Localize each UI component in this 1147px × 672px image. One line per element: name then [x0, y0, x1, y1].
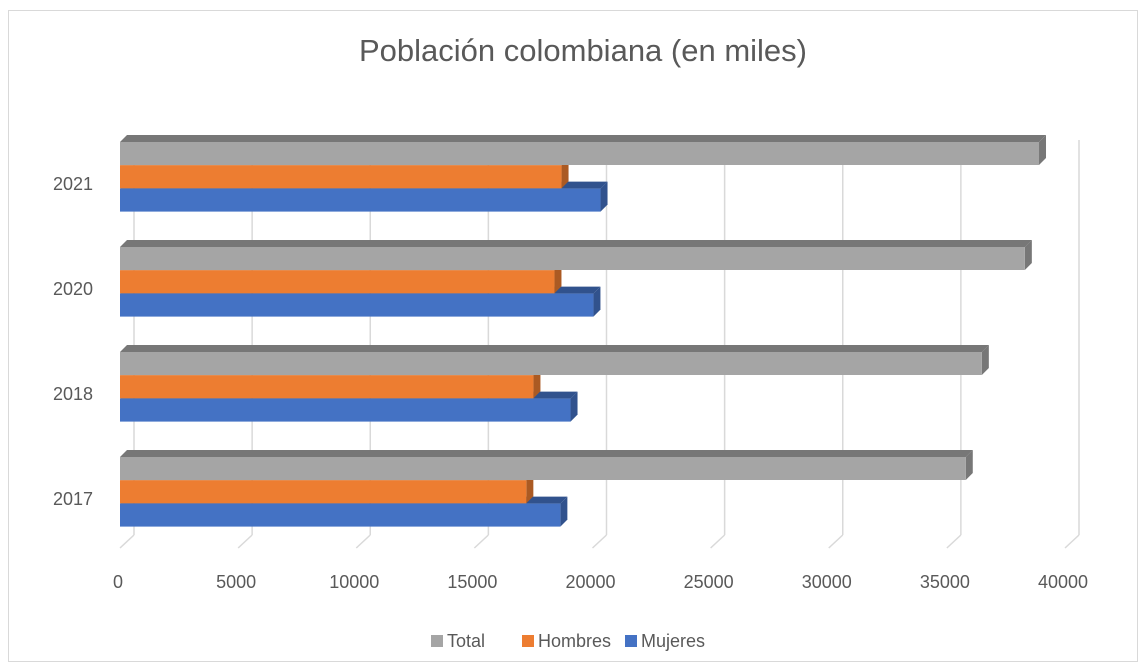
- bar: [120, 240, 1032, 270]
- bar-side: [1039, 135, 1047, 165]
- bar-front: [120, 480, 527, 504]
- bar-side: [965, 450, 973, 480]
- floor-line: [828, 534, 844, 549]
- bar-front: [120, 188, 601, 212]
- legend-label: Total: [447, 631, 485, 651]
- y-tick-label: 2020: [53, 279, 93, 299]
- y-tick-label: 2018: [53, 384, 93, 404]
- legend-label: Mujeres: [641, 631, 705, 651]
- bar-side: [526, 473, 534, 504]
- x-tick-label: 40000: [1038, 572, 1088, 592]
- bar-side: [593, 286, 601, 317]
- floor-line: [119, 534, 135, 549]
- bar-front: [120, 165, 562, 189]
- bar-front: [120, 457, 966, 480]
- bar-side: [560, 496, 568, 527]
- bar-front: [120, 352, 982, 375]
- bar-front: [120, 375, 534, 399]
- legend-label: Hombres: [538, 631, 611, 651]
- bar-front: [120, 503, 561, 527]
- x-tick-label: 20000: [565, 572, 615, 592]
- bar-side: [1024, 240, 1032, 270]
- floor-line: [355, 534, 371, 549]
- x-tick-label: 30000: [802, 572, 852, 592]
- bar: [120, 450, 973, 480]
- chart-border: [8, 10, 1138, 662]
- bar-side: [554, 263, 562, 294]
- x-tick-label: 0: [113, 572, 123, 592]
- bar-top: [120, 240, 1032, 247]
- y-tick-label: 2021: [53, 174, 93, 194]
- bar-front: [120, 270, 555, 294]
- legend-swatch: [522, 635, 534, 647]
- chart-title: Población colombiana (en miles): [359, 33, 807, 68]
- floor-line: [710, 534, 726, 549]
- bar-side: [600, 181, 608, 212]
- floor-line: [591, 534, 608, 549]
- bar-side: [981, 345, 989, 375]
- legend-swatch: [625, 635, 637, 647]
- bar-front: [120, 398, 571, 422]
- bar: [120, 345, 989, 375]
- x-tick-label: 35000: [920, 572, 970, 592]
- bar-front: [120, 247, 1025, 270]
- bar-top: [120, 135, 1047, 142]
- floor-line: [1064, 534, 1080, 549]
- x-tick-label: 15000: [447, 572, 497, 592]
- bar: [120, 135, 1047, 165]
- bar-side: [570, 391, 578, 422]
- legend-swatch: [431, 635, 443, 647]
- bar-side: [533, 368, 541, 399]
- floor-line: [237, 534, 253, 549]
- bar-top: [120, 450, 973, 457]
- bar-side: [561, 158, 569, 189]
- floor-line: [473, 534, 489, 549]
- bar-front: [120, 142, 1040, 165]
- x-tick-label: 5000: [216, 572, 256, 592]
- bar-front: [120, 293, 594, 317]
- y-tick-label: 2017: [53, 489, 93, 509]
- x-tick-label: 25000: [684, 572, 734, 592]
- floor-line: [946, 534, 962, 549]
- x-tick-label: 10000: [329, 572, 379, 592]
- bar-top: [120, 345, 989, 352]
